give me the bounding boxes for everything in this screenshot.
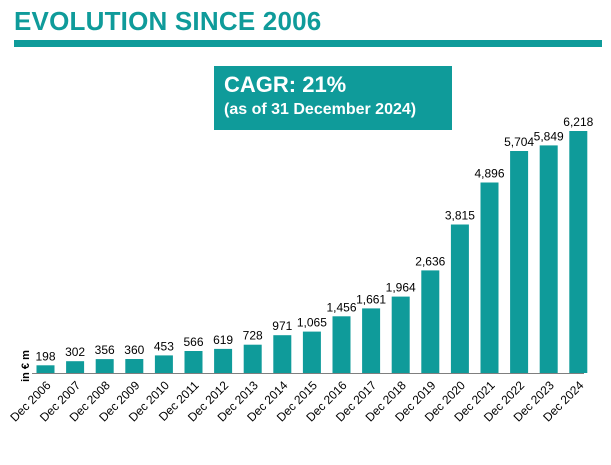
bar-dec-2014 — [273, 335, 292, 373]
data-label: 5,704 — [504, 135, 534, 149]
data-label: 6,218 — [563, 115, 593, 129]
data-label: 1,456 — [326, 300, 356, 314]
bar-dec-2009 — [125, 359, 144, 373]
data-label: 4,896 — [474, 167, 504, 181]
bar-dec-2022 — [510, 151, 529, 373]
data-label: 728 — [243, 329, 263, 343]
data-label: 1,065 — [297, 316, 327, 330]
bar-dec-2024 — [569, 131, 588, 373]
data-label: 3,815 — [445, 209, 475, 223]
bar-dec-2016 — [332, 316, 351, 373]
data-label: 198 — [35, 349, 55, 363]
data-label: 1,661 — [356, 292, 386, 306]
bar-dec-2020 — [450, 224, 469, 373]
bar-dec-2010 — [154, 355, 173, 373]
bar-dec-2008 — [95, 359, 114, 373]
bar-dec-2015 — [302, 331, 321, 373]
data-label: 566 — [183, 335, 203, 349]
data-label: 1,964 — [386, 281, 416, 295]
bar-dec-2017 — [362, 308, 381, 373]
data-label: 971 — [272, 319, 292, 333]
bar-dec-2007 — [66, 361, 85, 373]
cagr-callout: CAGR: 21% (as of 31 December 2024) — [214, 66, 452, 130]
data-label: 360 — [124, 343, 144, 357]
cagr-date: (as of 31 December 2024) — [224, 101, 417, 118]
data-label: 2,636 — [415, 254, 445, 268]
bar-dec-2012 — [214, 348, 233, 373]
data-label: 5,849 — [534, 129, 564, 143]
cagr-value: CAGR: 21% — [224, 72, 347, 97]
bar-dec-2018 — [391, 296, 410, 373]
bar-dec-2011 — [184, 351, 203, 373]
data-label: 619 — [213, 333, 233, 347]
bar-dec-2023 — [539, 145, 558, 373]
title-underline — [14, 40, 602, 47]
bar-dec-2019 — [421, 270, 440, 373]
data-label: 356 — [95, 343, 115, 357]
data-label: 453 — [154, 339, 174, 353]
page-title: EVOLUTION SINCE 2006 — [14, 6, 322, 36]
bar-dec-2021 — [480, 182, 499, 373]
data-label: 302 — [65, 345, 85, 359]
bar-dec-2013 — [243, 344, 262, 373]
bar-dec-2006 — [36, 365, 55, 373]
